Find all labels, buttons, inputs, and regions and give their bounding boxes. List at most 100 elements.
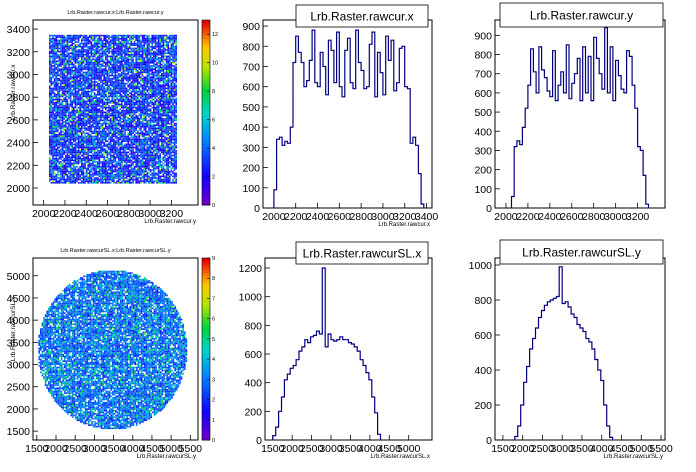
x-tick-label: 3400: [415, 211, 439, 223]
palette-swatch: [202, 94, 210, 98]
y-tick-label: 600: [474, 88, 492, 100]
x-tick-label: 3500: [339, 443, 363, 455]
y-tick-label: 0: [486, 203, 492, 215]
palette-swatch: [202, 288, 210, 292]
x-tick-label: 3000: [83, 443, 107, 455]
y-tick-label: 4000: [7, 315, 31, 327]
y-tick-label: 600: [242, 82, 260, 94]
palette-swatch: [202, 291, 210, 295]
title-box: [295, 241, 429, 265]
x-axis-label: Lrb.Raster.rawcur.y: [144, 219, 196, 225]
palette-swatch: [202, 143, 210, 147]
palette-swatch: [202, 385, 210, 389]
x-axis-label: Lrb.Raster.rawcurSL.y: [137, 454, 196, 460]
palette-swatch: [202, 264, 210, 268]
y-tick-label: 200: [242, 163, 260, 175]
y-tick-label: 1000: [239, 292, 263, 304]
y-tick-label: 0: [486, 435, 492, 447]
heatmap-rawcur-panel: 2000220024002600280030003200200022002400…: [7, 10, 218, 225]
palette-swatch: [202, 279, 210, 283]
x-tick-label: 2000: [32, 208, 56, 220]
palette-swatch: [202, 412, 210, 417]
chart-title: Lrb.Raster.rawcur.x: [310, 10, 413, 24]
y-tick-label: 3500: [7, 337, 31, 349]
x-tick-label: 3200: [160, 208, 184, 220]
palette-swatch: [202, 168, 210, 172]
palette-tick-label: 2: [212, 175, 215, 181]
x-tick-label: 2200: [284, 211, 308, 223]
y-tick-label: 3200: [7, 47, 31, 59]
chart-title: Lrb.Raster.rawcurSL.y: [522, 246, 641, 260]
title-box: [295, 4, 429, 28]
palette-swatch: [202, 87, 210, 92]
chart-title: Lrb.Raster.rawcurSL.x:Lrb.Raster.rawcurS…: [60, 248, 171, 254]
y-tick-label: 1200: [239, 263, 263, 275]
palette-swatch: [202, 121, 210, 126]
x-tick-label: 3000: [138, 208, 162, 220]
palette-swatch: [202, 352, 210, 356]
y-tick-label: 300: [242, 142, 260, 154]
x-tick-label: 3500: [570, 443, 594, 455]
y-tick-label: 2800: [7, 92, 31, 104]
palette-swatch: [202, 29, 210, 33]
palette-swatch: [202, 41, 210, 46]
palette-swatch: [202, 294, 210, 298]
x-tick-label: 2000: [281, 443, 305, 455]
palette-swatch: [202, 198, 210, 203]
palette-swatch: [202, 346, 210, 350]
palette-swatch: [202, 32, 210, 36]
palette-swatch: [202, 273, 210, 277]
y-tick-label: 100: [242, 183, 260, 195]
palette-tick-label: 0: [212, 438, 215, 444]
palette-swatch: [202, 134, 210, 138]
y-tick-label: 400: [474, 126, 492, 138]
heatmap-rawcursl-panel: 1500200025003000350040004500500055001500…: [7, 248, 215, 460]
y-tick-label: 1000: [469, 260, 493, 272]
palette-tick-label: 12: [212, 32, 218, 38]
y-tick-label: 200: [474, 165, 492, 177]
palette-swatch: [202, 90, 210, 95]
title-box: [499, 239, 664, 265]
palette-swatch: [202, 430, 210, 435]
palette-swatch: [202, 137, 210, 141]
palette-swatch: [202, 409, 210, 414]
palette-swatch: [202, 261, 210, 265]
y-tick-label: 300: [474, 145, 492, 157]
palette-tick-label: 10: [212, 61, 218, 67]
y-tick-label: 500: [474, 107, 492, 119]
x-tick-label: 4500: [140, 443, 164, 455]
palette-swatch: [202, 276, 210, 280]
palette-swatch: [202, 418, 210, 423]
palette-swatch: [202, 115, 210, 120]
x-tick-label: 2800: [117, 208, 141, 220]
x-tick-label: 4000: [590, 443, 614, 455]
palette-swatch: [202, 437, 210, 441]
palette-swatch: [202, 427, 210, 432]
palette-swatch: [202, 53, 210, 58]
x-tick-label: 3500: [102, 443, 126, 455]
x-tick-label: 1500: [261, 443, 285, 455]
palette-frame: [201, 257, 211, 441]
palette-swatch: [202, 370, 210, 374]
y-tick-label: 400: [242, 122, 260, 134]
y-tick-label: 2000: [7, 183, 31, 195]
palette-swatch: [202, 75, 210, 80]
x-tick-label: 4000: [358, 443, 382, 455]
x-tick-label: 2800: [582, 211, 606, 223]
palette-swatch: [202, 421, 210, 426]
plot-frame: [32, 19, 199, 206]
palette-swatch: [202, 330, 210, 335]
palette-swatch: [202, 50, 210, 55]
palette-swatch: [202, 300, 210, 304]
palette-swatch: [202, 161, 210, 166]
x-tick-label: 1500: [25, 443, 49, 455]
palette-swatch: [202, 382, 210, 386]
palette-swatch: [202, 183, 210, 187]
palette-swatch: [202, 309, 210, 314]
y-tick-label: 700: [474, 69, 492, 81]
x-tick-label: 2600: [96, 208, 120, 220]
x-tick-label: 2000: [262, 211, 286, 223]
palette-swatch: [202, 303, 210, 307]
palette-swatch: [202, 109, 210, 113]
